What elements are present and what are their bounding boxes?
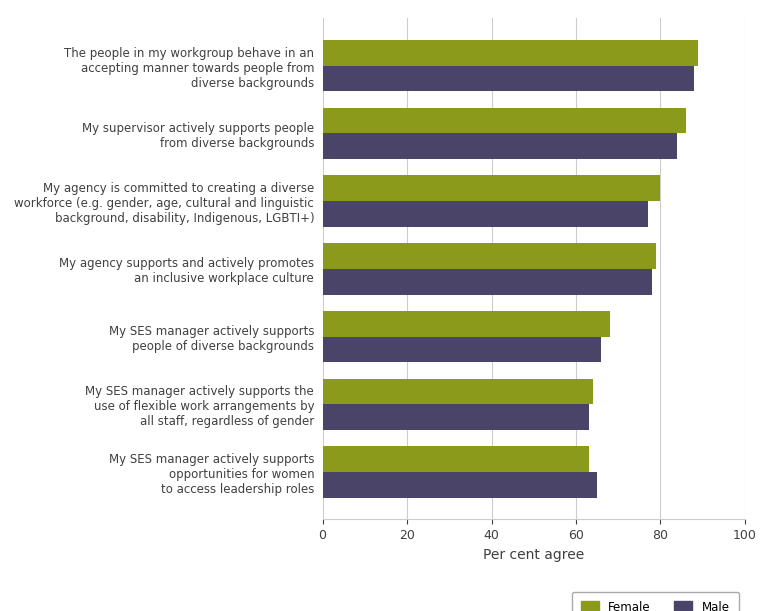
Bar: [323, 108, 686, 133]
Bar: [323, 175, 660, 201]
Bar: [323, 40, 699, 66]
Bar: [323, 66, 694, 92]
X-axis label: Per cent agree: Per cent agree: [483, 547, 584, 562]
Bar: [323, 337, 601, 362]
Bar: [323, 133, 677, 159]
Bar: [323, 446, 588, 472]
Bar: [323, 243, 656, 269]
Bar: [323, 311, 610, 337]
Bar: [323, 201, 647, 227]
Legend: Female, Male: Female, Male: [571, 591, 739, 611]
Bar: [323, 404, 588, 430]
Bar: [323, 472, 598, 498]
Bar: [323, 379, 593, 404]
Bar: [323, 269, 652, 295]
